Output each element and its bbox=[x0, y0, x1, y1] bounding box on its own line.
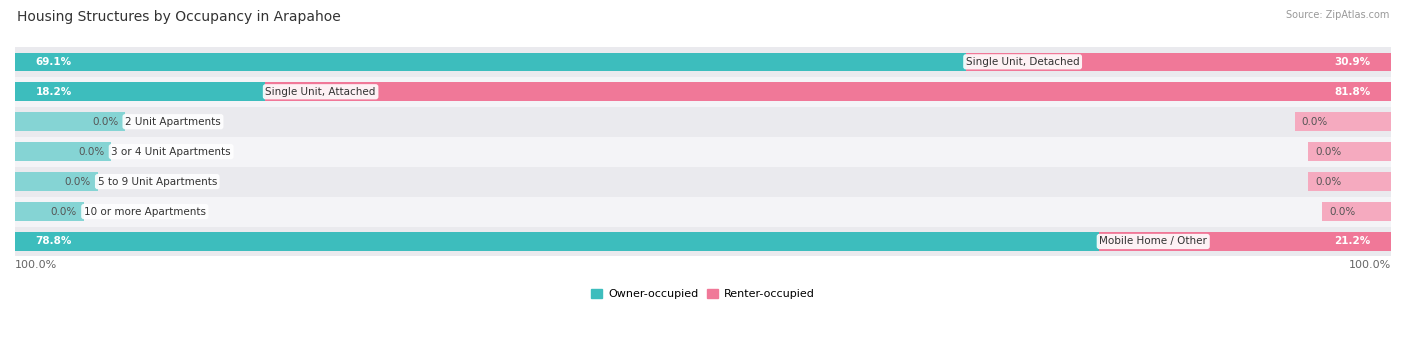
Text: 0.0%: 0.0% bbox=[1316, 176, 1341, 187]
Text: Housing Structures by Occupancy in Arapahoe: Housing Structures by Occupancy in Arapa… bbox=[17, 10, 340, 24]
Text: 69.1%: 69.1% bbox=[35, 57, 72, 67]
Bar bbox=[1322, 202, 1391, 221]
Text: 18.2%: 18.2% bbox=[35, 87, 72, 97]
Bar bbox=[966, 53, 1391, 71]
Text: 81.8%: 81.8% bbox=[1334, 87, 1371, 97]
Bar bbox=[15, 167, 1391, 197]
Bar bbox=[1099, 232, 1391, 251]
Bar bbox=[15, 82, 266, 101]
Bar bbox=[15, 113, 125, 131]
Bar bbox=[15, 137, 1391, 167]
Text: 100.0%: 100.0% bbox=[15, 260, 58, 270]
Bar bbox=[15, 197, 1391, 226]
Text: 0.0%: 0.0% bbox=[91, 117, 118, 127]
Legend: Owner-occupied, Renter-occupied: Owner-occupied, Renter-occupied bbox=[586, 284, 820, 303]
Bar bbox=[1309, 172, 1391, 191]
Text: 2 Unit Apartments: 2 Unit Apartments bbox=[125, 117, 221, 127]
Bar bbox=[15, 232, 1099, 251]
Text: Source: ZipAtlas.com: Source: ZipAtlas.com bbox=[1285, 10, 1389, 20]
Text: 0.0%: 0.0% bbox=[1302, 117, 1327, 127]
Bar bbox=[15, 77, 1391, 107]
Bar bbox=[1309, 142, 1391, 161]
Text: 10 or more Apartments: 10 or more Apartments bbox=[84, 207, 205, 216]
Text: 0.0%: 0.0% bbox=[1316, 147, 1341, 157]
Text: 100.0%: 100.0% bbox=[1348, 260, 1391, 270]
Text: 0.0%: 0.0% bbox=[1329, 207, 1355, 216]
Bar bbox=[15, 53, 966, 71]
Text: Single Unit, Attached: Single Unit, Attached bbox=[266, 87, 375, 97]
Text: 21.2%: 21.2% bbox=[1334, 236, 1371, 247]
Text: 0.0%: 0.0% bbox=[51, 207, 77, 216]
Text: 0.0%: 0.0% bbox=[65, 176, 90, 187]
Text: 3 or 4 Unit Apartments: 3 or 4 Unit Apartments bbox=[111, 147, 231, 157]
Bar bbox=[15, 202, 84, 221]
Bar bbox=[15, 172, 97, 191]
Text: 0.0%: 0.0% bbox=[79, 147, 104, 157]
Bar bbox=[15, 47, 1391, 77]
Bar bbox=[15, 107, 1391, 137]
Text: Mobile Home / Other: Mobile Home / Other bbox=[1099, 236, 1208, 247]
Bar bbox=[15, 226, 1391, 256]
Bar bbox=[266, 82, 1391, 101]
Text: 30.9%: 30.9% bbox=[1334, 57, 1371, 67]
Bar bbox=[15, 142, 111, 161]
Bar bbox=[1295, 113, 1391, 131]
Text: 78.8%: 78.8% bbox=[35, 236, 72, 247]
Text: 5 to 9 Unit Apartments: 5 to 9 Unit Apartments bbox=[97, 176, 217, 187]
Text: Single Unit, Detached: Single Unit, Detached bbox=[966, 57, 1080, 67]
